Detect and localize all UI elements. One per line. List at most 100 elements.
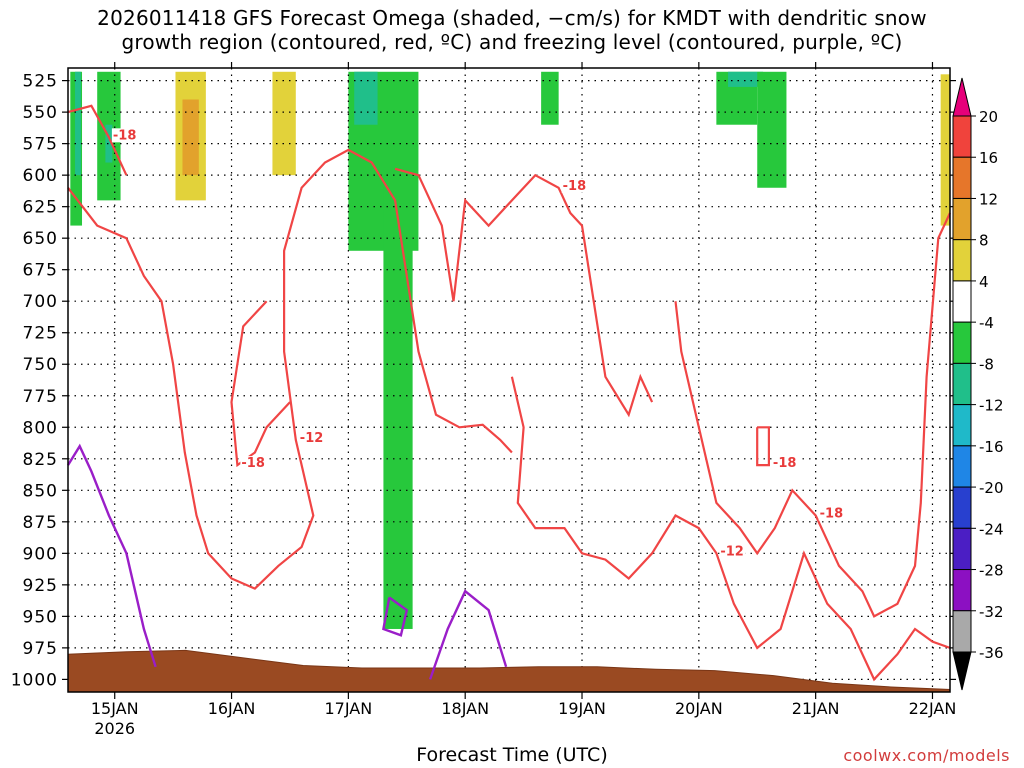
- colorbar-segment: [952, 486, 972, 529]
- omega-band: [728, 71, 764, 87]
- omega-band: [182, 99, 199, 176]
- colorbar-label: 12: [979, 190, 998, 208]
- colorbar-label: -24: [979, 520, 1004, 538]
- y-tick-label: 725: [23, 324, 58, 344]
- contour-red: [67, 148, 513, 590]
- colorbar-segment: [952, 115, 972, 158]
- colorbar-segment: [952, 321, 972, 364]
- omega-band: [511, 74, 542, 226]
- y-tick-label: 750: [23, 355, 58, 375]
- omega-band: [940, 74, 950, 226]
- y-tick-label: 950: [23, 607, 58, 627]
- contour-label-bg: [240, 456, 267, 471]
- colorbar-segment: [952, 610, 972, 653]
- x-tick-label: 21JAN: [792, 699, 840, 718]
- x-tick-label: 19JAN: [558, 699, 606, 718]
- contour-red: [674, 212, 951, 618]
- contour-label-bg: [561, 178, 588, 193]
- contour-label-bg: [771, 456, 798, 471]
- contour-purple: [428, 589, 508, 680]
- colorbar-segment: [952, 280, 972, 323]
- contour-red: [230, 300, 291, 468]
- contour-purple: [66, 443, 157, 668]
- omega-band: [301, 71, 337, 176]
- colorbar-bottom-triangle: [952, 651, 972, 691]
- omega-band: [850, 71, 886, 226]
- y-tick-label: 800: [23, 418, 58, 438]
- omega-band: [465, 465, 512, 604]
- y-tick-label: 850: [23, 481, 58, 501]
- contour-label-bg: [719, 544, 746, 559]
- y-tick-label: 975: [23, 639, 58, 659]
- colorbar-segment: [952, 197, 972, 241]
- y-tick-label: 675: [23, 261, 58, 281]
- contour-label: -12: [300, 431, 324, 446]
- contour-red: [756, 426, 770, 467]
- omega-band: [272, 71, 296, 176]
- colorbar-label: 4: [979, 273, 989, 291]
- colorbar-segment: [952, 569, 972, 612]
- contour-label: -18: [563, 179, 587, 194]
- contour-label: -12: [720, 544, 744, 559]
- omega-band: [511, 389, 571, 503]
- colorbar-label: -20: [979, 479, 1004, 497]
- x-tick-label: 16JAN: [208, 699, 256, 718]
- colorbar-segment: [952, 362, 972, 406]
- x-tick-label: 22JAN: [909, 699, 957, 718]
- colorbar-label: -32: [979, 603, 1004, 621]
- contour-red: [67, 104, 128, 176]
- colorbar-label: -12: [979, 397, 1004, 415]
- x-axis-label: Forecast Time (UTC): [416, 744, 608, 766]
- contour-label: -18: [113, 128, 137, 143]
- x-tick-label: 20JAN: [675, 699, 723, 718]
- plot-frame: [67, 67, 951, 693]
- omega-band: [465, 71, 501, 150]
- contour-label: -18: [773, 456, 797, 471]
- omega-band: [105, 124, 113, 163]
- y-tick-label: 900: [23, 544, 58, 564]
- omega-band: [75, 71, 81, 176]
- y-tick-label: 875: [23, 513, 58, 533]
- colorbar-label: 16: [979, 149, 998, 167]
- contour-label: -18: [820, 507, 844, 522]
- omega-band: [249, 301, 261, 428]
- contour-label-bg: [818, 506, 845, 521]
- omega-band: [891, 71, 915, 239]
- contour-red: [510, 376, 951, 682]
- y-tick-label: 925: [23, 576, 58, 596]
- omega-band: [757, 71, 787, 188]
- colorbar-label: -8: [979, 355, 994, 373]
- omega-band: [354, 71, 378, 125]
- contour-label: -18: [241, 456, 265, 471]
- colorbar-label: -4: [979, 314, 994, 332]
- omega-band: [383, 175, 413, 629]
- terrain-ground: [67, 649, 951, 693]
- y-tick-label: 1000: [11, 670, 58, 690]
- chart-title-line-2: growth region (contoured, red, ºC) and f…: [121, 30, 903, 54]
- colorbar-segment: [952, 404, 972, 447]
- colorbar-label: 20: [979, 108, 998, 126]
- colorbar-label: -16: [979, 438, 1004, 456]
- x-year-label: 2026: [94, 719, 135, 738]
- chart-title-line-1: 2026011418 GFS Forecast Omega (shaded, −…: [97, 6, 927, 30]
- colorbar-label: -36: [979, 644, 1004, 662]
- colorbar-segment: [952, 527, 972, 571]
- contour-purple: [382, 596, 409, 637]
- omega-band: [418, 71, 448, 251]
- colorbar-label: -28: [979, 562, 1004, 580]
- y-tick-label: 825: [23, 450, 58, 470]
- contour-red: [394, 167, 654, 418]
- colorbar-segment: [952, 239, 972, 282]
- y-tick-label: 700: [23, 292, 58, 312]
- omega-band: [681, 326, 705, 554]
- y-tick-label: 775: [23, 387, 58, 407]
- y-tick-label: 650: [23, 229, 58, 249]
- y-tick-label: 525: [23, 72, 58, 92]
- x-tick-label: 18JAN: [441, 699, 489, 718]
- x-tick-label: 17JAN: [325, 699, 373, 718]
- contour-label-bg: [298, 430, 325, 445]
- y-tick-label: 575: [23, 135, 58, 155]
- contour-label-bg: [111, 128, 138, 143]
- credit-link[interactable]: coolwx.com/models: [843, 746, 1010, 765]
